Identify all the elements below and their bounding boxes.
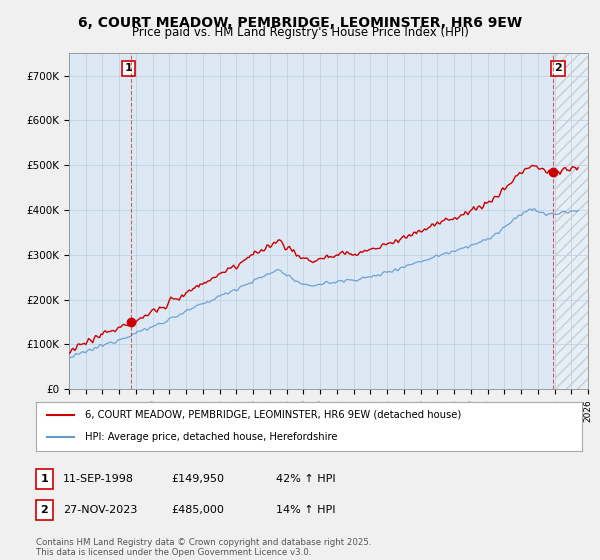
Text: 2: 2 (554, 63, 562, 73)
Text: £485,000: £485,000 (171, 505, 224, 515)
Text: 6, COURT MEADOW, PEMBRIDGE, LEOMINSTER, HR6 9EW: 6, COURT MEADOW, PEMBRIDGE, LEOMINSTER, … (78, 16, 522, 30)
Text: 1: 1 (125, 63, 133, 73)
Text: 1: 1 (41, 474, 48, 484)
Text: Contains HM Land Registry data © Crown copyright and database right 2025.
This d: Contains HM Land Registry data © Crown c… (36, 538, 371, 557)
Bar (554, 53, 588, 389)
Text: 2: 2 (41, 505, 48, 515)
Text: 6, COURT MEADOW, PEMBRIDGE, LEOMINSTER, HR6 9EW (detached house): 6, COURT MEADOW, PEMBRIDGE, LEOMINSTER, … (85, 410, 461, 420)
Text: 27-NOV-2023: 27-NOV-2023 (63, 505, 137, 515)
Text: 42% ↑ HPI: 42% ↑ HPI (276, 474, 335, 484)
Text: £149,950: £149,950 (171, 474, 224, 484)
Text: HPI: Average price, detached house, Herefordshire: HPI: Average price, detached house, Here… (85, 432, 338, 442)
Text: 14% ↑ HPI: 14% ↑ HPI (276, 505, 335, 515)
Text: 11-SEP-1998: 11-SEP-1998 (63, 474, 134, 484)
Bar (554, 53, 588, 389)
Text: Price paid vs. HM Land Registry's House Price Index (HPI): Price paid vs. HM Land Registry's House … (131, 26, 469, 39)
